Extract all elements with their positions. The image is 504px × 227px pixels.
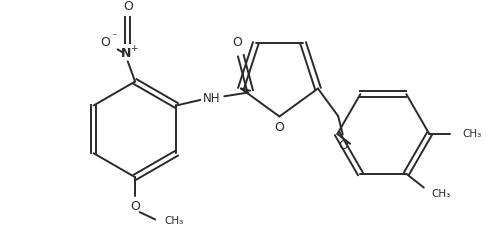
Text: CH₃: CH₃ <box>431 189 451 199</box>
Text: O: O <box>275 121 284 134</box>
Text: ⁻: ⁻ <box>111 32 117 42</box>
Text: O: O <box>232 36 242 49</box>
Text: O: O <box>338 139 348 152</box>
Text: +: + <box>131 44 138 53</box>
Text: NH: NH <box>203 92 220 105</box>
Text: O: O <box>130 200 140 213</box>
Text: O: O <box>123 0 133 13</box>
Text: O: O <box>101 36 110 49</box>
Text: N: N <box>120 47 131 60</box>
Text: CH₃: CH₃ <box>164 216 184 226</box>
Text: CH₃: CH₃ <box>463 129 482 139</box>
